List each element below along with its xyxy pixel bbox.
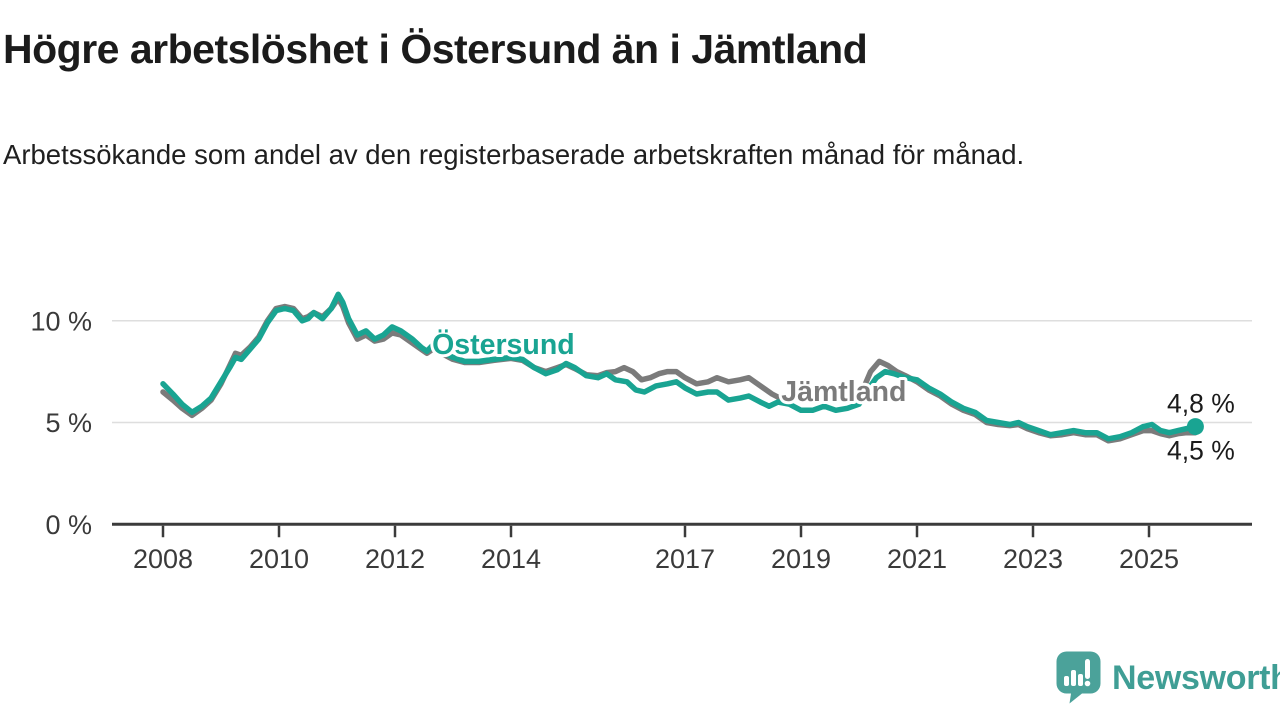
end-value-label-östersund: 4,8 % — [1167, 389, 1235, 419]
x-axis-label-2012: 2012 — [365, 544, 425, 574]
speech-bubble-bar-chart-icon — [1056, 651, 1101, 704]
y-axis-label-0: 0 % — [45, 510, 92, 540]
x-axis-label-2023: 2023 — [1003, 544, 1063, 574]
x-axis-label-2008: 2008 — [133, 544, 193, 574]
x-axis-label-2014: 2014 — [481, 544, 541, 574]
x-axis-label-2019: 2019 — [771, 544, 831, 574]
series-line-jämtland — [160, 295, 1199, 444]
chart-subtitle: Arbetssökande som andel av den registerb… — [3, 139, 1025, 170]
chart-title: Högre arbetslöshet i Östersund än i Jämt… — [3, 26, 868, 72]
series-line-östersund — [160, 291, 1199, 442]
series-name-label-jämtland: Jämtland — [781, 376, 906, 408]
x-axis-label-2021: 2021 — [887, 544, 947, 574]
brand-name: Newsworthy — [1112, 658, 1280, 697]
y-axis-label-5: 5 % — [45, 408, 92, 438]
series-end-dot-östersund — [1186, 418, 1204, 436]
end-value-label-jämtland: 4,5 % — [1167, 436, 1235, 466]
x-axis-label-2010: 2010 — [249, 544, 309, 574]
newsworthy-logo: Newsworthy — [1056, 650, 1280, 706]
x-axis-label-2025: 2025 — [1119, 544, 1179, 574]
series-name-label-östersund: Östersund — [432, 329, 575, 361]
x-axis-label-2017: 2017 — [655, 544, 715, 574]
y-axis-label-10: 10 % — [30, 306, 92, 336]
